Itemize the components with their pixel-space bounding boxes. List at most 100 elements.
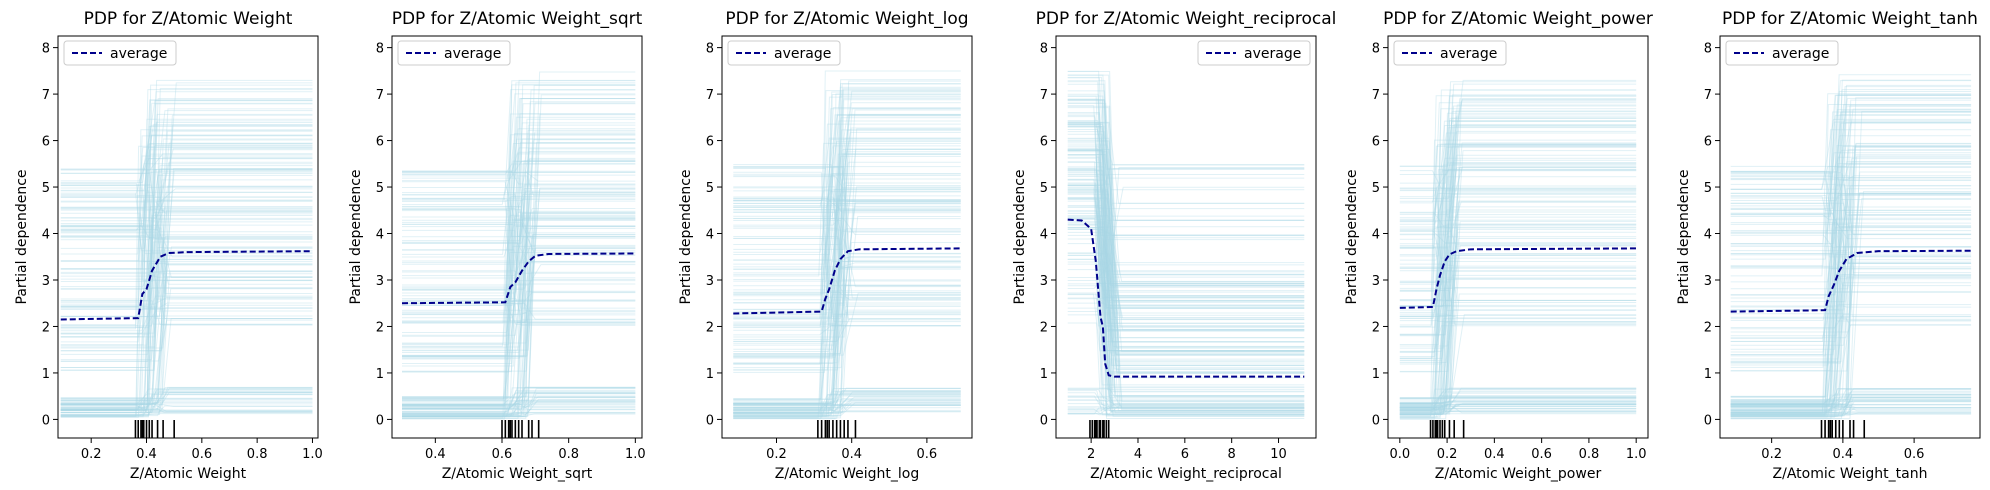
ice-line xyxy=(1730,403,1972,412)
ice-line xyxy=(1067,123,1305,276)
x-tick-label: 0.8 xyxy=(1579,447,1600,462)
ice-line xyxy=(60,246,313,318)
ice-line xyxy=(1730,399,1972,414)
ice-line xyxy=(402,129,636,208)
y-tick-label: 4 xyxy=(1704,228,1712,243)
ice-line xyxy=(1067,408,1305,415)
ice-line xyxy=(402,234,636,415)
ice-line xyxy=(1399,270,1637,352)
y-tick-label: 6 xyxy=(42,135,50,150)
ice-line xyxy=(733,227,961,296)
x-tick-label: 0.6 xyxy=(917,447,938,462)
ice-line xyxy=(60,388,313,409)
ice-line xyxy=(1067,189,1305,352)
ice-line xyxy=(733,202,961,304)
ice-line xyxy=(1730,193,1972,363)
ice-line xyxy=(1399,267,1637,301)
ice-line xyxy=(733,199,961,315)
ice-line xyxy=(60,185,313,346)
ice-line xyxy=(1730,214,1972,408)
ice-line xyxy=(402,138,636,400)
ice-line xyxy=(1399,170,1637,313)
ice-line xyxy=(1399,170,1637,189)
ice-line xyxy=(1730,401,1972,415)
ice-line xyxy=(1399,309,1637,404)
ice-line xyxy=(733,402,961,413)
y-tick-label: 3 xyxy=(376,274,384,289)
ice-line xyxy=(1730,403,1972,415)
y-tick-label: 4 xyxy=(42,228,50,243)
ice-line xyxy=(1730,176,1972,209)
ice-line xyxy=(733,93,961,411)
ice-line xyxy=(1399,243,1637,304)
ice-line xyxy=(402,400,636,413)
ice-line xyxy=(733,113,961,369)
ice-line xyxy=(733,137,961,211)
ice-line xyxy=(60,405,313,414)
ice-line xyxy=(1399,200,1637,410)
ice-line xyxy=(60,170,313,310)
ice-line xyxy=(402,403,636,410)
ice-line xyxy=(1730,403,1972,409)
ice-line xyxy=(60,387,313,414)
ice-line xyxy=(1730,195,1972,398)
ice-line xyxy=(1730,319,1972,403)
ice-line xyxy=(1067,186,1305,263)
ice-line xyxy=(1399,219,1637,359)
x-tick-label: 10 xyxy=(1270,447,1287,462)
ice-line xyxy=(60,184,313,266)
x-tick-label: 0.4 xyxy=(425,447,446,462)
ice-line xyxy=(733,219,961,288)
ice-line xyxy=(1067,90,1305,217)
ice-line xyxy=(1399,260,1637,337)
ice-line xyxy=(733,237,961,320)
ice-line xyxy=(1730,389,1972,406)
ice-line xyxy=(1067,187,1305,288)
ice-line xyxy=(1399,321,1637,365)
ice-line xyxy=(1730,179,1972,366)
ice-line xyxy=(1730,122,1972,217)
ice-line xyxy=(1067,200,1305,352)
ice-line xyxy=(733,153,961,328)
ice-line xyxy=(60,400,313,411)
ice-line xyxy=(1730,80,1972,260)
ice-line xyxy=(60,142,313,237)
ice-line xyxy=(402,142,636,414)
y-tick-label: 8 xyxy=(706,42,714,57)
ice-line xyxy=(60,404,313,413)
chart-panel-3: 0.2 0.4 0.6 0 1 2 3 4 5 6 7 8 PDP for Z/Atomic Weigh… xyxy=(678,9,973,482)
ice-line xyxy=(402,413,636,418)
ice-line xyxy=(60,225,313,300)
ice-line xyxy=(402,193,636,354)
ice-line xyxy=(60,307,313,400)
y-tick-label: 7 xyxy=(1704,88,1712,103)
ice-line xyxy=(1067,168,1305,399)
ice-line xyxy=(733,309,961,356)
ice-line xyxy=(402,71,636,414)
ice-line xyxy=(402,131,636,311)
ice-line xyxy=(1399,403,1637,415)
ice-line xyxy=(1067,179,1305,221)
ice-line xyxy=(1067,390,1305,416)
y-tick-label: 1 xyxy=(706,367,714,382)
ice-line xyxy=(1730,412,1972,416)
ice-line xyxy=(733,262,961,268)
ice-line xyxy=(60,188,313,202)
ice-line xyxy=(402,191,636,357)
ice-line xyxy=(1399,166,1637,215)
ice-line xyxy=(733,393,961,414)
ice-line xyxy=(1067,185,1305,386)
ice-line xyxy=(733,387,961,405)
ice-line xyxy=(733,109,961,318)
ice-line xyxy=(1399,201,1637,232)
ice-line xyxy=(60,103,313,399)
ice-line xyxy=(733,285,961,323)
ice-line xyxy=(1730,185,1972,255)
axes-frame xyxy=(721,35,973,439)
ice-line xyxy=(60,196,313,299)
ice-line xyxy=(60,397,313,412)
ice-line xyxy=(1730,206,1972,295)
average-line xyxy=(1067,218,1305,378)
ice-line xyxy=(733,390,961,408)
ice-line xyxy=(1067,276,1305,300)
